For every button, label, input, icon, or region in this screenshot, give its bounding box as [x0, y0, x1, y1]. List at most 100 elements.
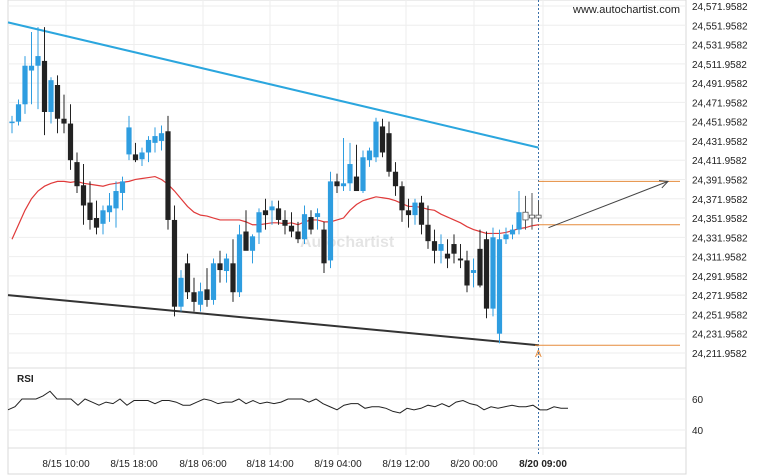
candle	[288, 212, 295, 238]
candles	[9, 27, 542, 344]
candle	[340, 138, 347, 192]
y-tick-label: 24,531.9582	[692, 41, 748, 52]
candle-body	[178, 277, 184, 307]
candle-body	[308, 217, 314, 230]
candle-body	[522, 211, 529, 221]
candle-body	[477, 248, 483, 286]
y-tick-label: 24,311.9582	[692, 253, 747, 264]
candle	[412, 198, 418, 225]
candle	[236, 224, 243, 298]
candle	[282, 210, 288, 235]
trendline-lower	[7, 294, 539, 347]
y-tick-label: 24,411.9582	[692, 156, 747, 167]
candle	[100, 205, 106, 235]
x-axis: 8/15 10:00 8/15 18:00 8/18 06:00 8/18 14:00…	[42, 459, 567, 470]
x-tick-label: 8/15 18:00	[110, 459, 158, 470]
candle-body	[464, 260, 470, 286]
candle-body	[165, 131, 171, 220]
candle-body	[100, 210, 106, 224]
candle	[301, 205, 308, 245]
candle-body	[48, 80, 54, 112]
candle-body	[236, 234, 243, 293]
candle	[392, 162, 399, 196]
candle-body	[405, 210, 412, 216]
candle	[223, 253, 230, 283]
candle	[418, 195, 425, 235]
candle	[61, 94, 67, 134]
candle-body	[106, 205, 113, 213]
candle-body	[334, 181, 340, 187]
y-tick-label: 24,551.9582	[692, 21, 748, 32]
candle-body	[418, 202, 425, 225]
y-tick-label: 24,511.9582	[692, 60, 747, 71]
candle	[503, 227, 509, 245]
candle	[464, 250, 470, 293]
svg-text:Autochartist: Autochartist	[300, 234, 395, 251]
y-tick-label: 24,211.9582	[692, 349, 747, 360]
candle	[334, 173, 340, 193]
candle-body	[535, 214, 542, 219]
x-tick-label: 8/19 04:00	[314, 459, 362, 470]
trendline-upper	[7, 21, 539, 149]
candle-body	[74, 162, 80, 187]
candle	[353, 144, 360, 192]
candle	[535, 200, 542, 220]
candle	[308, 210, 314, 235]
candle	[321, 221, 327, 273]
candle	[522, 195, 529, 230]
candle-body	[275, 208, 282, 220]
candle	[327, 171, 334, 269]
candle	[132, 142, 139, 163]
candle-body	[93, 218, 100, 228]
candle-body	[119, 181, 126, 193]
candle-body	[191, 292, 197, 302]
candle	[48, 77, 54, 124]
projection-arrow-head	[658, 180, 670, 189]
moving-average	[11, 175, 539, 240]
candle-body	[61, 118, 67, 124]
candle	[379, 118, 386, 158]
y-tick-label: 24,491.9582	[692, 79, 748, 90]
candle-body	[366, 150, 373, 161]
candle	[35, 27, 41, 110]
candle	[9, 115, 15, 134]
candle-body	[15, 104, 22, 122]
candle-body	[269, 206, 275, 211]
candle-body	[41, 60, 48, 112]
candle-body	[249, 236, 256, 251]
x-tick-label: 8/18 06:00	[179, 459, 227, 470]
candle-body	[223, 258, 230, 272]
candle-body	[379, 126, 386, 153]
candle-body	[373, 121, 379, 158]
rsi-panel: 60 40	[7, 367, 704, 449]
candle-body	[9, 121, 15, 124]
moving-average-line	[11, 175, 539, 240]
candle	[119, 176, 126, 211]
candle	[490, 227, 496, 317]
candle	[93, 200, 100, 235]
candle-body	[132, 154, 139, 161]
x-tick-label: 8/20 09:00	[519, 459, 567, 470]
candle	[191, 277, 197, 312]
candle	[360, 150, 366, 193]
candle-body	[327, 181, 334, 261]
y-tick-label: 24,291.9582	[692, 272, 748, 283]
projection-arrow	[548, 180, 670, 229]
watermark-url: www.autochartist.com	[572, 4, 680, 16]
candle	[80, 164, 87, 225]
candle-body	[399, 186, 405, 211]
candle	[516, 191, 522, 235]
candle	[496, 229, 503, 344]
y-tick-label: 24,391.9582	[692, 176, 748, 187]
candle	[197, 282, 204, 312]
candle	[158, 125, 165, 151]
y-tick-label: 24,271.9582	[692, 291, 748, 302]
candle-body	[353, 176, 360, 192]
candle	[269, 200, 275, 225]
candle	[178, 270, 184, 312]
candle	[15, 99, 22, 126]
candle-body	[210, 263, 217, 300]
candle-body	[28, 65, 35, 71]
candle	[113, 181, 119, 228]
